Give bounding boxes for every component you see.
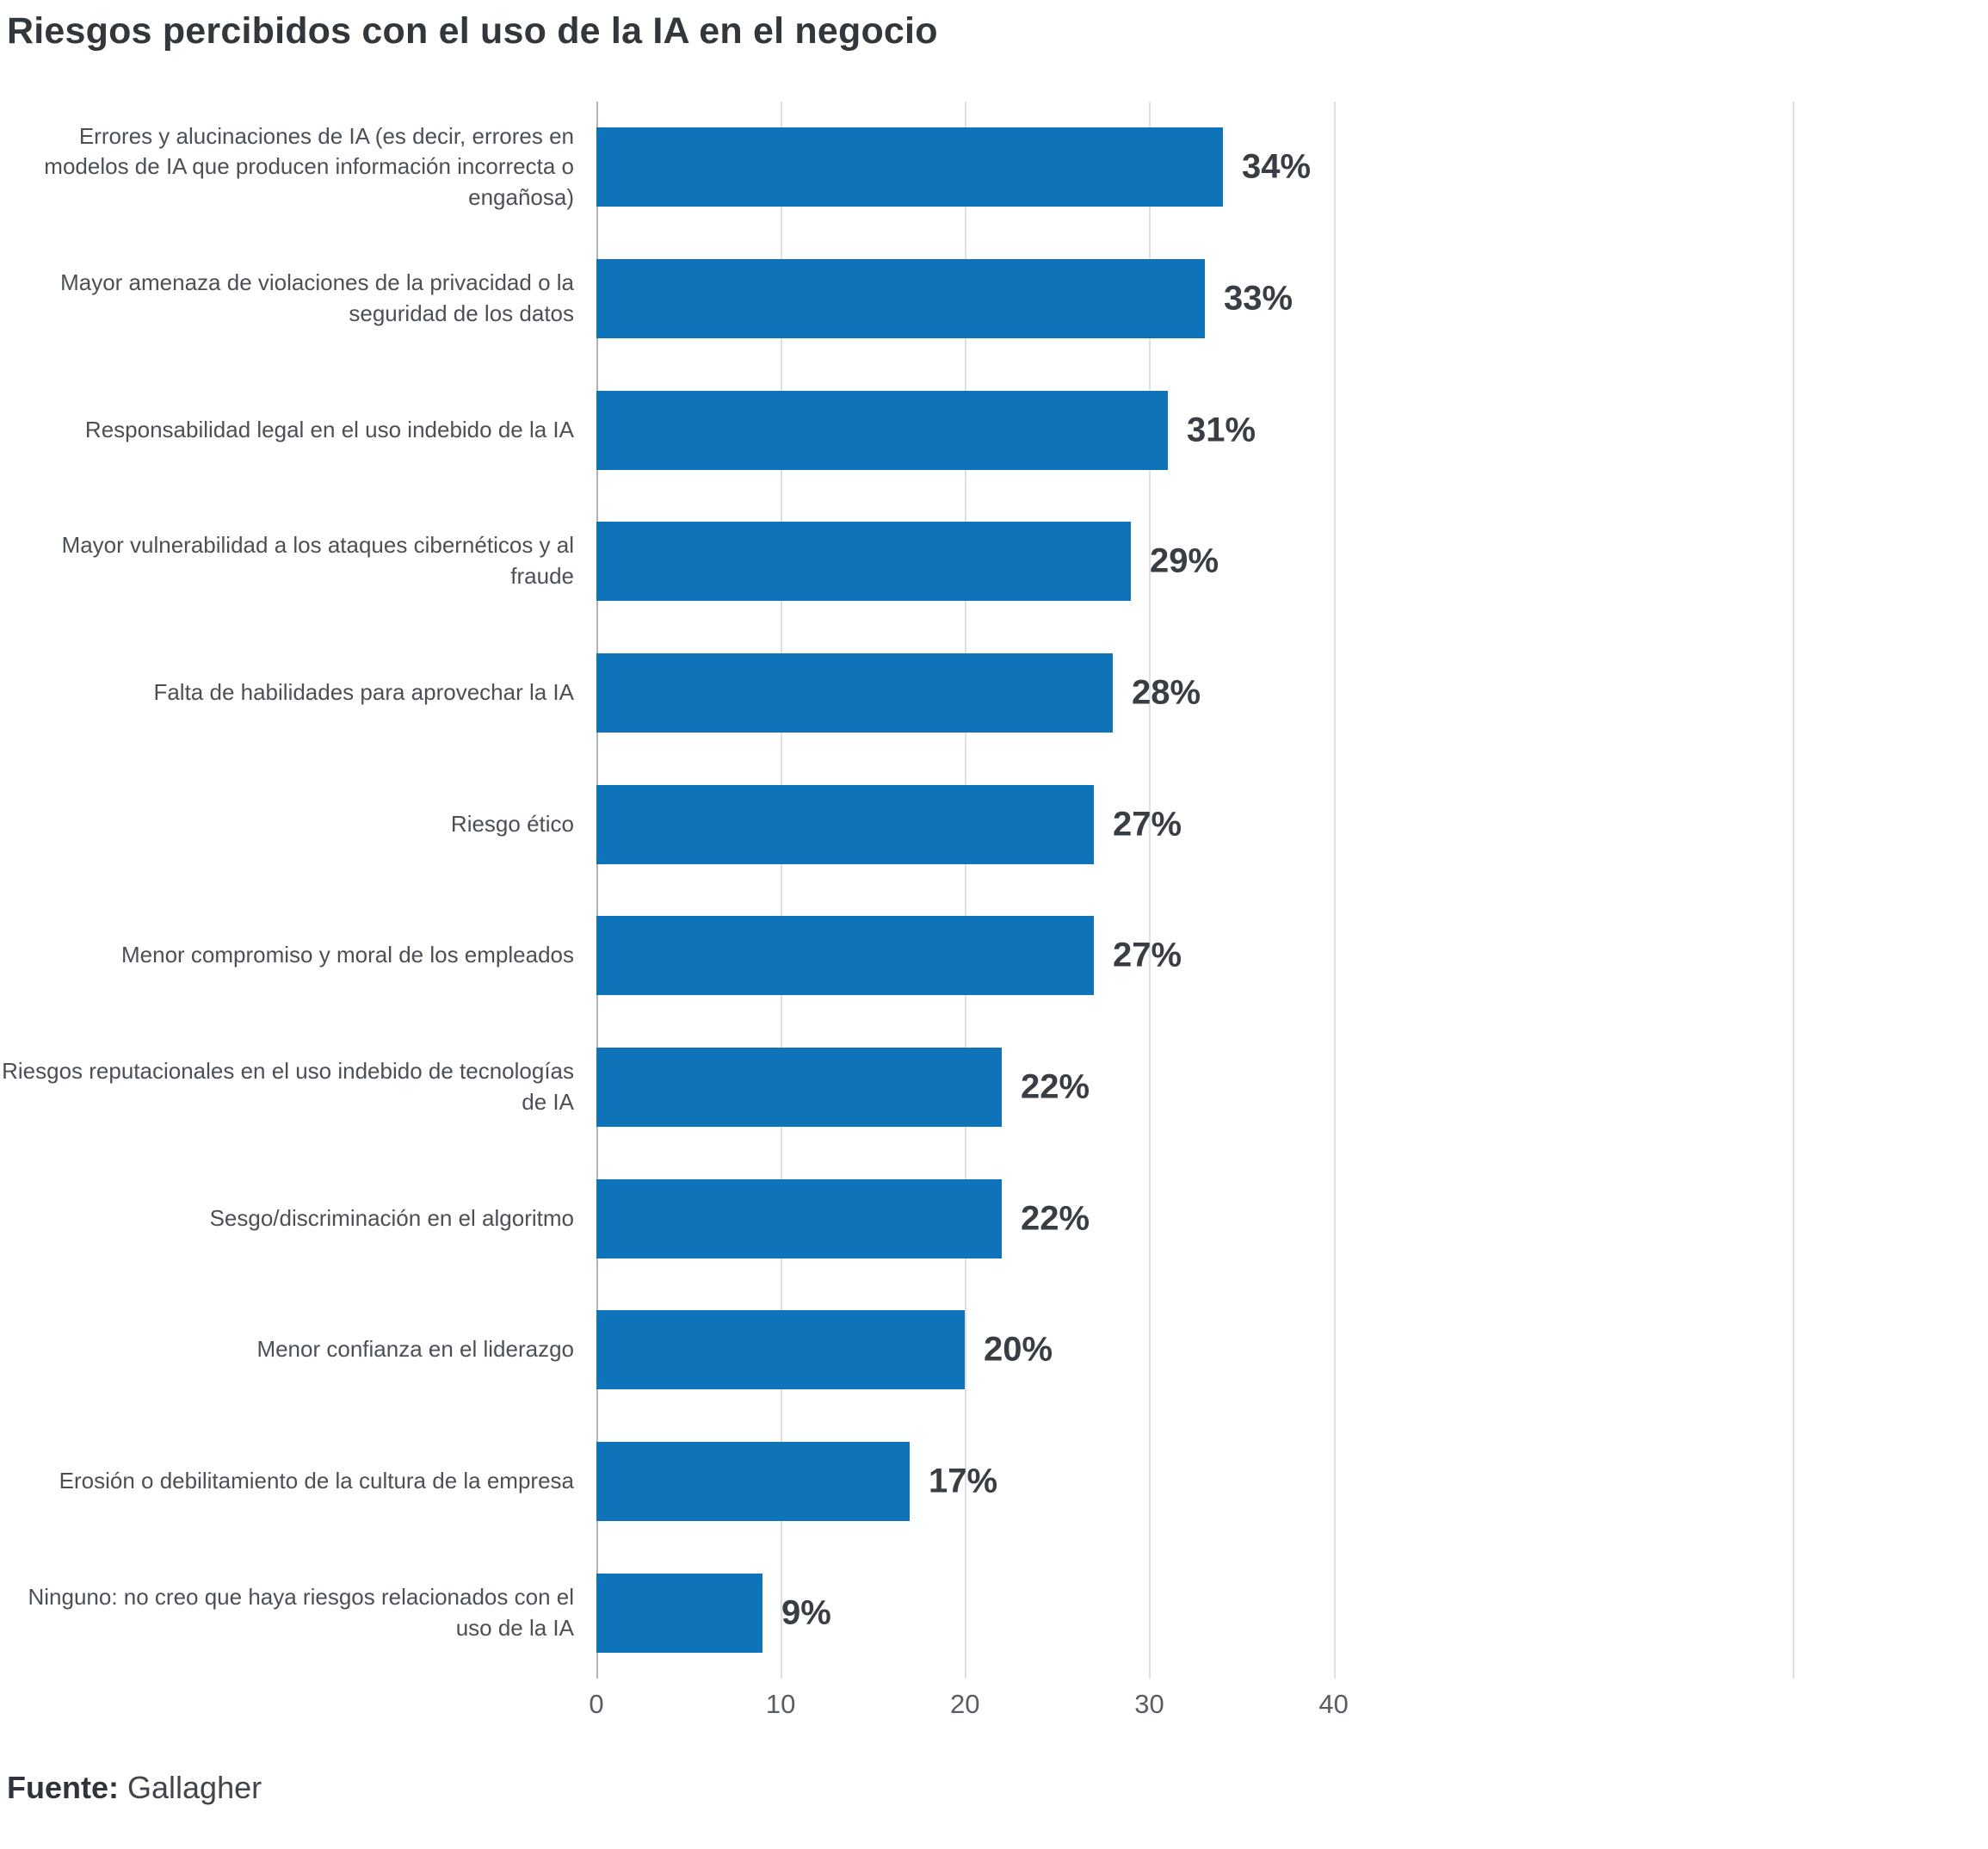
category-label: Mayor vulnerabilidad a los ataques ciber… bbox=[61, 532, 574, 590]
gridline bbox=[1334, 102, 1336, 1679]
chart-row: Responsabilidad legal en el uso indebido… bbox=[0, 364, 1988, 496]
bar bbox=[596, 1048, 1002, 1128]
gridline bbox=[965, 102, 966, 1679]
source-note: Fuente: Gallagher bbox=[7, 1770, 262, 1806]
y-axis-line bbox=[596, 102, 598, 1679]
category-label: Menor confianza en el liderazgo bbox=[256, 1336, 574, 1363]
bar-chart: Errores y alucinaciones de IA (es decir,… bbox=[0, 102, 1988, 1679]
bar bbox=[596, 522, 1131, 602]
gridline bbox=[781, 102, 782, 1679]
category-label: Falta de habilidades para aprovechar la … bbox=[153, 679, 574, 706]
bar bbox=[596, 1310, 965, 1390]
chart-row: Errores y alucinaciones de IA (es decir,… bbox=[0, 102, 1988, 233]
bar-track: 27% bbox=[596, 758, 1988, 890]
bar bbox=[596, 127, 1223, 207]
category-label: Sesgo/discriminación en el algoritmo bbox=[209, 1204, 574, 1231]
bar-track: 22% bbox=[596, 1022, 1988, 1153]
bar-rows: Errores y alucinaciones de IA (es decir,… bbox=[0, 102, 1988, 1679]
value-label: 9% bbox=[781, 1593, 831, 1632]
gridline bbox=[1149, 102, 1151, 1679]
value-label: 34% bbox=[1242, 147, 1312, 186]
chart-row: Mayor amenaza de violaciones de la priva… bbox=[0, 233, 1988, 365]
x-axis-tick-label: 20 bbox=[950, 1689, 980, 1719]
category-label: Riesgos reputacionales en el uso indebid… bbox=[2, 1058, 574, 1116]
value-label: 27% bbox=[1113, 805, 1182, 844]
bar bbox=[596, 1573, 762, 1653]
chart-row: Mayor vulnerabilidad a los ataques ciber… bbox=[0, 496, 1988, 628]
bar-track: 9% bbox=[596, 1547, 1988, 1679]
bar-track: 28% bbox=[596, 628, 1988, 759]
bar bbox=[596, 784, 1094, 864]
category-label: Riesgo ético bbox=[450, 810, 574, 837]
x-axis-tick-label: 10 bbox=[765, 1689, 796, 1719]
bar-track: 34% bbox=[596, 102, 1988, 233]
bar bbox=[596, 259, 1205, 338]
bar-track: 31% bbox=[596, 364, 1988, 496]
x-axis-tick-label: 40 bbox=[1318, 1689, 1349, 1719]
source-label: Fuente: bbox=[7, 1770, 119, 1805]
chart-row: Menor compromiso y moral de los empleado… bbox=[0, 890, 1988, 1022]
category-label: Responsabilidad legal en el uso indebido… bbox=[84, 416, 574, 442]
chart-row: Riesgos reputacionales en el uso indebid… bbox=[0, 1022, 1988, 1153]
value-label: 17% bbox=[929, 1462, 998, 1500]
bar bbox=[596, 1442, 910, 1522]
chart-row: Riesgo ético 27% bbox=[0, 758, 1988, 890]
chart-row: Menor confianza en el liderazgo 20% bbox=[0, 1284, 1988, 1416]
category-label: Erosión o debilitamiento de la cultura d… bbox=[59, 1468, 574, 1494]
bar-track: 22% bbox=[596, 1153, 1988, 1284]
category-label: Errores y alucinaciones de IA (es decir,… bbox=[44, 122, 574, 211]
category-label: Mayor amenaza de violaciones de la priva… bbox=[60, 269, 574, 326]
value-label: 20% bbox=[984, 1330, 1053, 1369]
chart-row: Erosión o debilitamiento de la cultura d… bbox=[0, 1416, 1988, 1548]
bar-track: 33% bbox=[596, 233, 1988, 365]
bar bbox=[596, 653, 1113, 733]
gridline-layer bbox=[596, 102, 1794, 1679]
chart-row: Sesgo/discriminación en el algoritmo 22% bbox=[0, 1153, 1988, 1284]
value-label: 22% bbox=[1021, 1199, 1090, 1238]
value-label: 22% bbox=[1021, 1067, 1090, 1106]
x-axis-tick-label: 0 bbox=[589, 1689, 604, 1719]
value-label: 31% bbox=[1187, 411, 1256, 449]
x-axis-tick-label: 30 bbox=[1134, 1689, 1164, 1719]
bar-track: 29% bbox=[596, 496, 1988, 628]
bar bbox=[596, 1178, 1002, 1258]
chart-title: Riesgos percibidos con el uso de la IA e… bbox=[7, 10, 938, 52]
value-label: 28% bbox=[1132, 673, 1201, 712]
x-axis: 0 10 20 30 40 bbox=[0, 1689, 1988, 1727]
value-label: 29% bbox=[1150, 541, 1219, 580]
category-label: Ninguno: no creo que haya riesgos relaci… bbox=[28, 1583, 574, 1641]
bar-track: 27% bbox=[596, 890, 1988, 1022]
chart-row: Falta de habilidades para aprovechar la … bbox=[0, 628, 1988, 759]
source-value: Gallagher bbox=[127, 1770, 262, 1805]
bar bbox=[596, 916, 1094, 996]
chart-row: Ninguno: no creo que haya riesgos relaci… bbox=[0, 1547, 1988, 1679]
value-label: 27% bbox=[1113, 936, 1182, 974]
bar-track: 20% bbox=[596, 1284, 1988, 1416]
plot-right-border bbox=[1793, 102, 1794, 1679]
category-label: Menor compromiso y moral de los empleado… bbox=[121, 942, 574, 968]
value-label: 33% bbox=[1224, 279, 1293, 318]
bar-track: 17% bbox=[596, 1416, 1988, 1548]
bar bbox=[596, 390, 1168, 470]
